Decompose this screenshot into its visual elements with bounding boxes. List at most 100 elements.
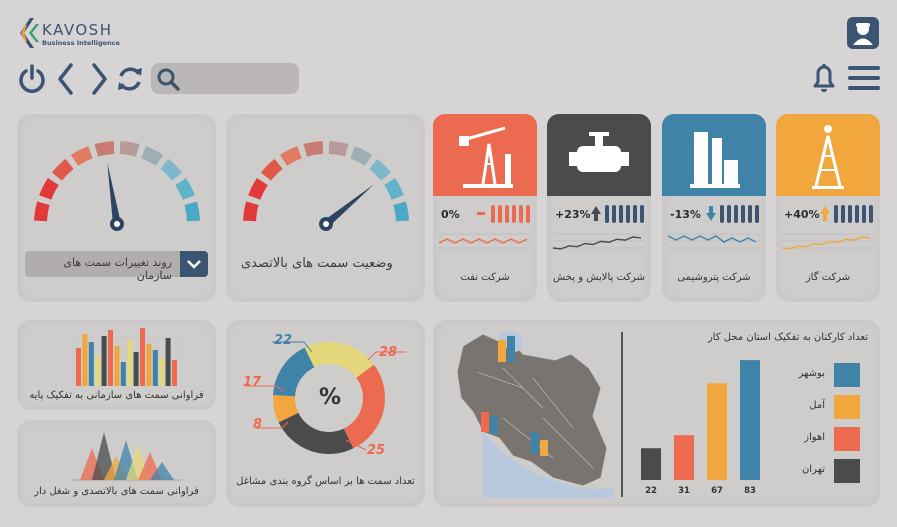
legend-label: آمل — [809, 400, 825, 411]
gauge-segment — [34, 201, 50, 222]
gauge-card-incumbent-status: وضعیت سمت های بالاتصدی — [226, 114, 425, 302]
bar — [146, 344, 152, 386]
province-bar — [740, 360, 760, 480]
iran-map — [456, 330, 613, 498]
donut-slice — [273, 395, 299, 423]
legend-swatch — [834, 363, 860, 387]
donut-slice — [304, 342, 374, 378]
refinery-icon — [662, 114, 766, 196]
gauge-segment — [184, 201, 200, 222]
chart-caption: فراوانی سمت های بالاتصدی و شغل دار — [34, 486, 199, 497]
grade-bar-chart — [72, 328, 182, 386]
company-name: شرکت پتروشیمی — [677, 272, 751, 283]
menu-icon[interactable] — [847, 64, 881, 92]
power-icon[interactable] — [16, 62, 48, 96]
user-avatar-icon[interactable] — [847, 17, 879, 49]
gauge-segment — [141, 146, 164, 166]
dropdown-label: روند تغییرات سمت های سازمان — [63, 256, 172, 282]
bar — [152, 350, 158, 386]
donut-label: 25 — [367, 443, 386, 458]
chevron-down-icon[interactable] — [180, 251, 208, 277]
gauge-segment — [350, 146, 373, 166]
company-card[interactable]: 0% شرکت نفت — [433, 114, 537, 302]
donut-card-job-groups[interactable]: % 22 28 17 8 25 تعداد سمت ها بر اساس گرو… — [226, 320, 425, 507]
legend-swatch — [834, 427, 860, 451]
donut-center-label: % — [319, 385, 342, 410]
gauge-segment — [243, 201, 259, 222]
chart-card-by-grade[interactable]: فراوانی سمت های سازمانی به تفکیک پایه — [17, 320, 216, 410]
area-peak — [150, 462, 174, 480]
leader-line — [345, 439, 367, 451]
bar-value-label: 67 — [711, 486, 723, 496]
company-name: شرکت نفت — [460, 272, 510, 283]
chart-caption: فراوانی سمت های سازمانی به تفکیک پایه — [29, 390, 204, 401]
dash-icon — [477, 205, 530, 223]
gauge-segment — [175, 177, 195, 200]
province-bar-chart — [641, 360, 760, 480]
arrow-up-icon — [591, 205, 644, 223]
company-change-percent: +40% — [784, 208, 820, 221]
bar — [165, 338, 171, 386]
company-change-percent: 0% — [441, 208, 460, 221]
search-input[interactable] — [151, 63, 299, 94]
bell-icon[interactable] — [809, 60, 839, 96]
bar — [82, 334, 88, 386]
back-icon[interactable] — [55, 62, 77, 96]
arrow-down-icon — [706, 205, 759, 223]
bar — [76, 348, 81, 386]
donut-label: 17 — [243, 375, 262, 390]
gauge-segment — [39, 177, 59, 200]
gauge-chart — [243, 141, 409, 231]
bar — [95, 356, 101, 386]
gas-rig-icon — [776, 114, 880, 196]
legend-swatch — [834, 395, 860, 419]
province-bar — [641, 448, 661, 480]
org-trend-dropdown[interactable]: روند تغییرات سمت های سازمان — [25, 251, 208, 282]
company-name: شرکت گاز — [805, 272, 851, 283]
donut-slice — [273, 347, 315, 397]
company-name: شرکت پالایش و پخش — [553, 272, 645, 283]
bar — [133, 352, 139, 386]
legend-label: اهواز — [804, 432, 825, 443]
bar — [114, 346, 120, 386]
bar — [88, 342, 94, 386]
iran-outline — [456, 333, 608, 487]
company-sparkline — [439, 233, 531, 249]
employees-by-province-card[interactable]: تعداد کارکنان به تفکیک استان محل کار 22 3… — [433, 320, 880, 507]
gauge-chart — [34, 141, 200, 231]
map-bar — [540, 440, 548, 456]
gauge-segment — [70, 146, 93, 166]
donut-slice — [343, 364, 385, 449]
oil-pump-icon — [433, 114, 537, 196]
donut-label: 28 — [379, 345, 398, 360]
leader-line — [367, 351, 406, 361]
legend-swatch — [834, 459, 860, 483]
company-card[interactable]: -13% شرکت پتروشیمی — [662, 114, 766, 302]
gauge-card-org-trend: روند تغییرات سمت های سازمان — [17, 114, 216, 302]
bar-value-label: 31 — [678, 486, 690, 496]
gauge-segment — [160, 158, 183, 181]
bar — [120, 362, 126, 386]
company-card[interactable]: +40% شرکت گاز — [776, 114, 880, 302]
forward-icon[interactable] — [88, 62, 110, 96]
persian-gulf — [483, 432, 613, 498]
map-bar — [490, 416, 498, 434]
gauge-segment — [248, 177, 268, 200]
gauge-segment — [328, 141, 349, 157]
province-bar — [674, 435, 694, 480]
brand-name: KAVOSH — [42, 21, 113, 39]
gauge-segment — [260, 158, 283, 181]
bar — [108, 330, 113, 386]
refresh-icon[interactable] — [115, 62, 145, 96]
search-icon[interactable] — [156, 67, 180, 91]
chart-card-incumbents[interactable]: فراوانی سمت های بالاتصدی و شغل دار — [17, 420, 216, 507]
bar — [159, 358, 165, 386]
company-card[interactable]: +23% شرکت پالایش و پخش — [547, 114, 651, 302]
company-sparkline — [553, 233, 645, 250]
gauge-segment — [51, 158, 74, 181]
gauge-segment — [279, 146, 302, 166]
bar-value-label: 22 — [645, 486, 657, 496]
gauge-segment — [384, 177, 404, 200]
gauge-segment — [94, 141, 115, 157]
company-sparkline — [782, 233, 874, 250]
